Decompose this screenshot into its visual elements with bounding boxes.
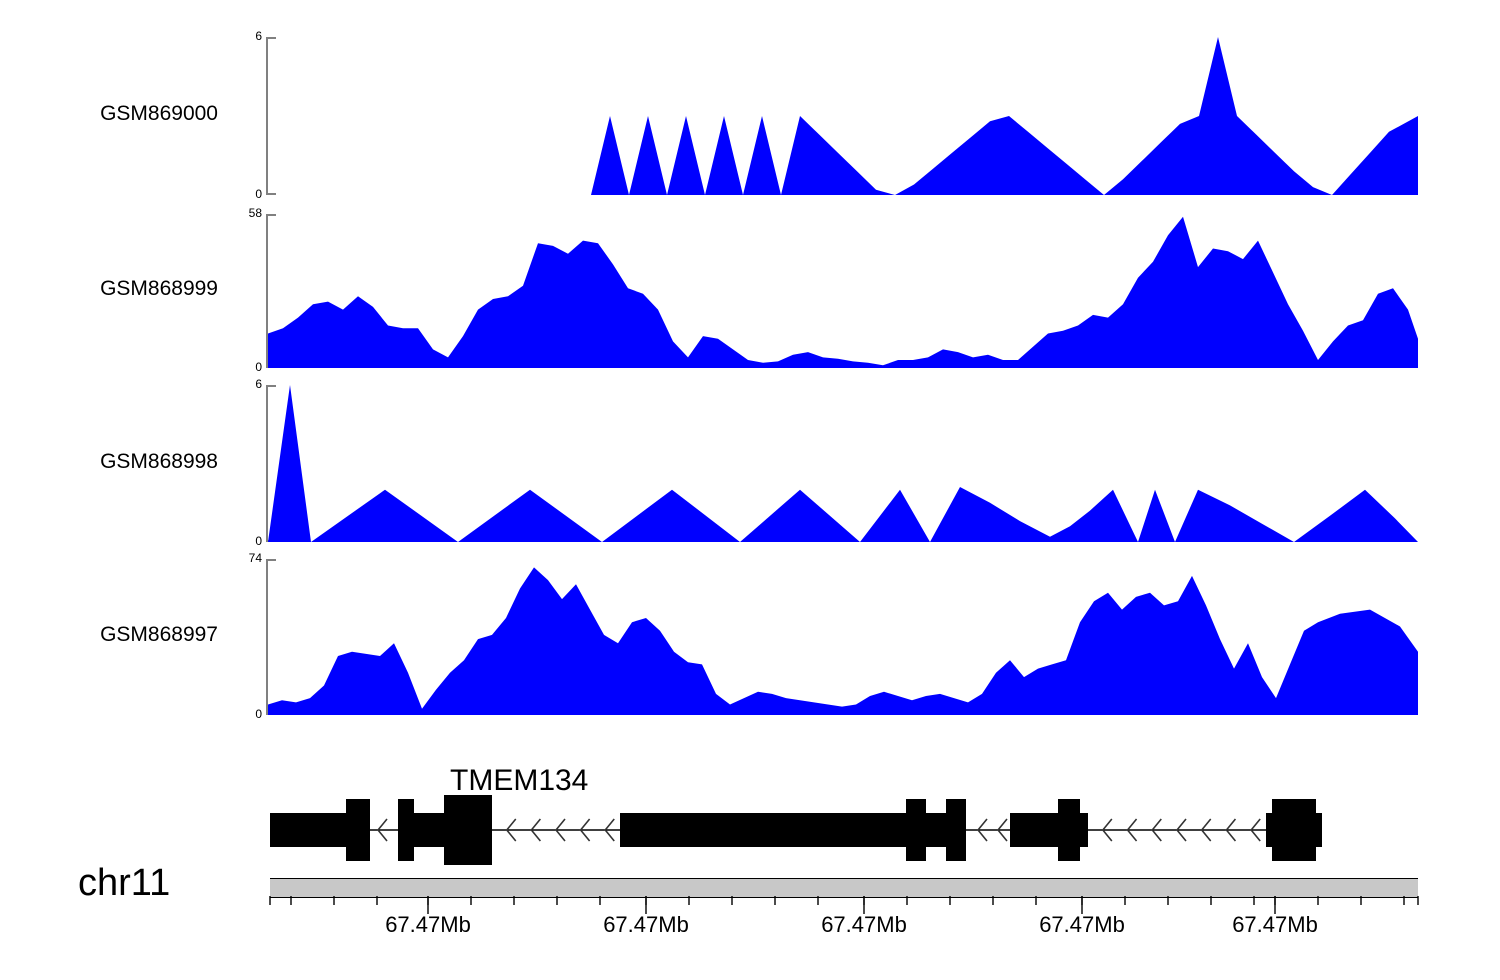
coverage-area-fill: [268, 567, 1418, 715]
strand-arrow-icon: [1200, 818, 1212, 842]
coverage-area-plot[interactable]: [268, 385, 1418, 543]
gene-model-track[interactable]: [0, 760, 1500, 880]
axis-tick-label: 67.47Mb: [821, 912, 907, 937]
strand-arrow-icon: [976, 818, 988, 842]
exon-block[interactable]: [346, 799, 370, 861]
coverage-area-fill: [268, 385, 1418, 542]
strand-arrow-icon: [604, 818, 615, 842]
ideogram-bar[interactable]: [270, 878, 1418, 898]
strand-arrow-icon: [1101, 818, 1113, 842]
y-axis-max-label: 6: [255, 29, 262, 43]
axis-tick-label: 67.47Mb: [1232, 912, 1318, 937]
track-sample-label: GSM869000: [100, 102, 218, 125]
track-sample-label: GSM868998: [100, 449, 218, 473]
exon-block[interactable]: [906, 799, 926, 861]
strand-arrow-icon: [1225, 818, 1237, 842]
coverage-area-plot[interactable]: [268, 559, 1418, 716]
strand-arrow-icon: [530, 818, 542, 842]
exon-block[interactable]: [1266, 813, 1322, 847]
coordinate-axis: [269, 896, 1419, 914]
coverage-area-plot[interactable]: [268, 214, 1418, 369]
exon-block[interactable]: [1058, 799, 1080, 861]
axis-tick-label: 67.47Mb: [1039, 912, 1125, 937]
strand-arrow-icon: [1175, 818, 1187, 842]
strand-arrow-icon: [376, 818, 388, 842]
gene-name-label: TMEM134: [450, 764, 589, 797]
y-axis-min-label: 0: [255, 360, 262, 374]
strand-arrow-icon: [1151, 818, 1162, 842]
axis-tick-label: 67.47Mb: [603, 912, 689, 937]
coverage-area-fill: [268, 216, 1418, 368]
strand-arrow-icon: [1250, 818, 1261, 842]
y-axis-max-label: 74: [248, 551, 262, 565]
y-axis-min-label: 0: [255, 534, 262, 548]
strand-arrow-icon: [1126, 818, 1138, 842]
coverage-area-plot[interactable]: [268, 37, 1418, 196]
exon-block[interactable]: [444, 795, 492, 865]
strand-arrow-icon: [554, 818, 566, 842]
strand-arrow-icon: [996, 818, 1008, 842]
chromosome-label: chr11: [78, 862, 171, 904]
y-axis-bracket: [266, 37, 276, 195]
track-sample-label: GSM868997: [100, 623, 218, 646]
track-sample-label: GSM868999: [100, 277, 218, 300]
axis-tick-label: 67.47Mb: [385, 912, 471, 937]
y-axis-min-label: 0: [255, 187, 262, 201]
y-axis-max-label: 6: [255, 377, 262, 391]
y-axis-max-label: 58: [248, 206, 262, 220]
exon-block[interactable]: [270, 813, 358, 847]
strand-arrow-icon: [579, 818, 591, 842]
exon-block[interactable]: [946, 799, 966, 861]
y-axis-min-label: 0: [255, 707, 262, 721]
exon-block[interactable]: [406, 813, 450, 847]
exon-block[interactable]: [620, 813, 916, 847]
coverage-area-fill: [268, 37, 1418, 195]
strand-arrow-icon: [505, 818, 517, 842]
